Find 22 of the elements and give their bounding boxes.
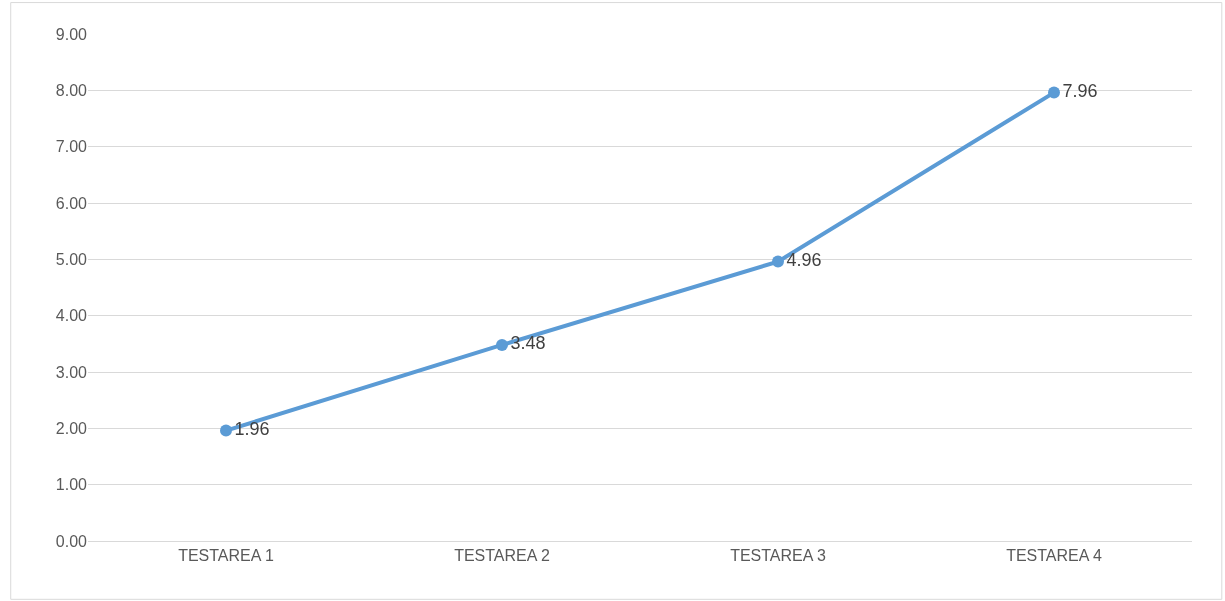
data-label: 3.48 bbox=[510, 333, 546, 354]
y-tick-label: 3.00 bbox=[55, 363, 88, 381]
y-tick-label: 8.00 bbox=[55, 81, 88, 99]
point bbox=[772, 255, 784, 268]
point bbox=[1048, 86, 1060, 99]
data-label: 1.96 bbox=[234, 419, 270, 440]
y-tick-label: 5.00 bbox=[55, 250, 88, 268]
x-tick-label: TESTAREA 4 bbox=[1006, 547, 1102, 565]
y-tick-label: 9.00 bbox=[55, 25, 88, 43]
y-tick-label: 6.00 bbox=[55, 194, 88, 212]
y-tick-label: 4.00 bbox=[55, 307, 88, 325]
x-tick-label: TESTAREA 2 bbox=[454, 547, 550, 565]
x-tick-label: TESTAREA 1 bbox=[178, 547, 274, 565]
point bbox=[220, 424, 232, 437]
point bbox=[496, 338, 508, 351]
data-label: 7.96 bbox=[1062, 81, 1098, 102]
y-tick-label: 0.00 bbox=[55, 532, 88, 550]
y-tick-label: 2.00 bbox=[55, 419, 88, 437]
y-tick-label: 1.00 bbox=[55, 476, 88, 494]
data-label: 4.96 bbox=[786, 250, 822, 271]
x-tick-label: TESTAREA 3 bbox=[730, 547, 826, 565]
y-tick-label: 7.00 bbox=[55, 138, 88, 156]
